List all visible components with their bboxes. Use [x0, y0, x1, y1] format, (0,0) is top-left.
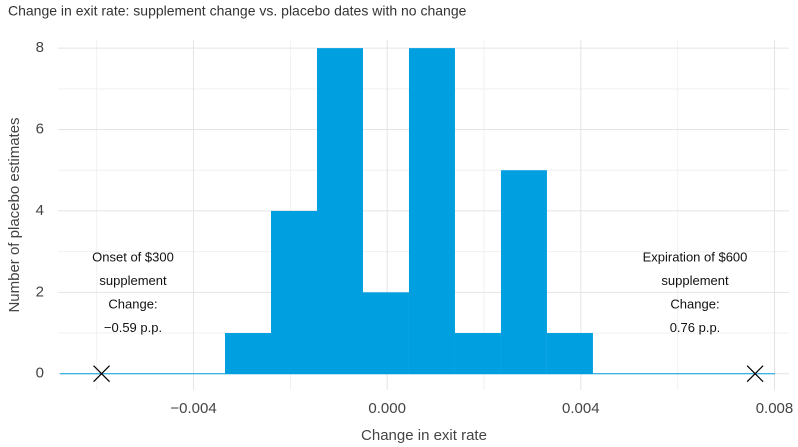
annotation: supplement — [99, 273, 167, 288]
y-tick-label: 2 — [36, 283, 44, 300]
bar — [362, 292, 409, 374]
annotation: 0.76 p.p. — [670, 320, 721, 335]
annotation: supplement — [661, 273, 729, 288]
y-tick-label: 6 — [36, 121, 44, 138]
y-tick-label: 0 — [36, 365, 44, 382]
y-axis-label: Number of placebo estimates — [6, 117, 23, 312]
y-tick-label: 8 — [36, 39, 44, 56]
x-tick-label: 0.004 — [562, 400, 600, 417]
x-tick-label: 0.008 — [756, 400, 794, 417]
bar — [500, 170, 547, 374]
bar — [271, 210, 317, 374]
annotation: Expiration of $600 — [643, 249, 748, 264]
chart-title: Change in exit rate: supplement change v… — [8, 3, 467, 19]
annotation: Onset of $300 — [92, 249, 174, 264]
bar — [225, 333, 272, 374]
marker — [746, 365, 764, 383]
x-axis-label: Change in exit rate — [361, 427, 487, 444]
bar — [408, 48, 455, 374]
annotation: Change: — [108, 296, 157, 311]
bar — [546, 333, 593, 374]
x-tick-label: 0.000 — [368, 400, 406, 417]
annotation: −0.59 p.p. — [104, 320, 162, 335]
bar — [316, 48, 363, 374]
y-tick-label: 4 — [36, 202, 44, 219]
bar — [454, 333, 501, 374]
x-tick-label: −0.004 — [170, 400, 216, 417]
marker — [93, 365, 110, 383]
annotation: Change: — [670, 296, 719, 311]
